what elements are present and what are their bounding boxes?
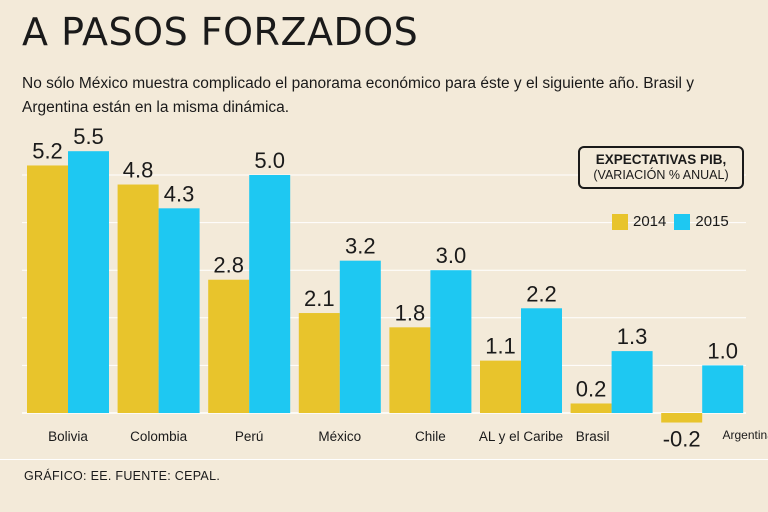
bar-2015-méxico [339, 260, 381, 413]
data-label-2015-chile: 3.0 [436, 243, 467, 268]
bar-2014-méxico [298, 313, 340, 413]
legend-item-2015: 2015 [674, 213, 729, 230]
bar-2015-al-y-el-caribe [521, 308, 562, 413]
data-label-2015-perú: 5.0 [254, 148, 285, 173]
footer-divider [0, 459, 768, 460]
data-label-2014-chile: 1.8 [395, 300, 426, 325]
bar-2015-chile [430, 270, 472, 413]
bar-2014-bolivia [27, 165, 68, 413]
category-label-méxico: México [318, 429, 361, 444]
category-label-al-y-el-caribe: AL y el Caribe [479, 429, 563, 444]
category-label-colombia: Colombia [130, 429, 188, 444]
data-label-2014-argentina: -0.2 [663, 427, 701, 452]
bar-2014-brasil [570, 403, 612, 413]
category-label-chile: Chile [415, 429, 446, 444]
bar-2014-argentina [661, 413, 703, 423]
page-title: A PASOS FORZADOS [22, 10, 419, 54]
data-label-2015-colombia: 4.3 [164, 181, 195, 206]
legend-title-box: EXPECTATIVAS PIB, (VARIACIÓN % ANUAL) [578, 146, 744, 189]
data-label-2014-colombia: 4.8 [123, 158, 154, 183]
legend: 2014 2015 [612, 213, 737, 230]
data-label-2015-brasil: 1.3 [617, 324, 648, 349]
legend-item-2014: 2014 [612, 213, 666, 230]
subtitle: No sólo México muestra complicado el pan… [22, 75, 695, 116]
source-footer: GRÁFICO: EE. FUENTE: CEPAL. [24, 469, 221, 483]
data-label-2015-argentina: 1.0 [707, 338, 738, 363]
legend-swatch-2014 [612, 213, 628, 230]
bar-2015-bolivia [68, 151, 109, 413]
category-label-bolivia: Bolivia [48, 429, 88, 444]
legend-swatch-2015 [674, 213, 691, 230]
category-label-argentina: Argentina [723, 428, 768, 442]
bar-2014-chile [389, 327, 431, 413]
legend-label-2015: 2015 [695, 213, 729, 230]
legend-label-2014: 2014 [633, 213, 667, 230]
category-label-perú: Perú [235, 429, 264, 444]
data-label-2015-méxico: 3.2 [345, 234, 376, 259]
bar-2014-al-y-el-caribe [480, 360, 521, 413]
data-label-2014-méxico: 2.1 [304, 286, 335, 311]
data-label-2015-al-y-el-caribe: 2.2 [526, 281, 557, 306]
data-label-2014-bolivia: 5.2 [32, 138, 63, 163]
bar-2015-perú [249, 175, 291, 413]
legend-subtitle: (VARIACIÓN % ANUAL) [593, 168, 729, 182]
data-label-2014-brasil: 0.2 [576, 376, 607, 401]
data-label-2014-al-y-el-caribe: 1.1 [485, 334, 516, 359]
legend-title: EXPECTATIVAS PIB, [595, 152, 727, 167]
category-label-brasil: Brasil [576, 429, 610, 444]
bar-2015-argentina [702, 365, 744, 413]
bar-2014-perú [208, 279, 250, 413]
bar-2014-colombia [117, 184, 159, 413]
data-label-2015-bolivia: 5.5 [73, 124, 104, 149]
bar-2015-colombia [158, 208, 200, 413]
data-label-2014-perú: 2.8 [213, 253, 244, 278]
bar-2015-brasil [611, 351, 653, 413]
